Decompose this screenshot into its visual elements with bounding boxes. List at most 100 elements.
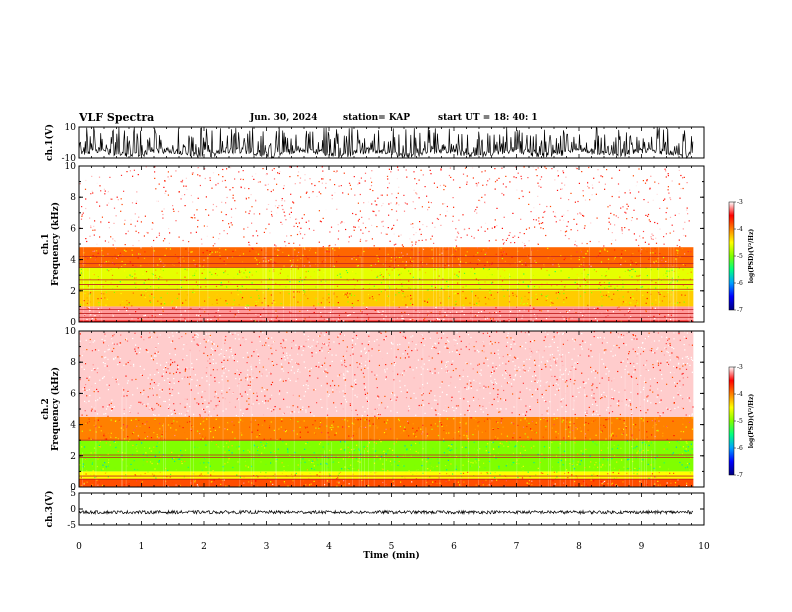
spectrogram-pixel — [319, 287, 321, 289]
spectrogram-pixel — [311, 460, 314, 462]
spectrogram-pixel — [556, 229, 558, 231]
spectrogram-pixel — [99, 446, 101, 448]
spectrogram-pixel — [486, 261, 488, 263]
spectrogram-pixel — [162, 431, 164, 433]
spectrogram-pixel — [184, 205, 186, 207]
spectrogram-pixel — [434, 286, 437, 289]
spectrogram-pixel — [326, 247, 328, 249]
spectrogram-pixel — [542, 436, 544, 438]
spectrogram-pixel — [343, 449, 346, 451]
spectrogram-pixel — [117, 236, 119, 238]
spectrogram-pixel — [528, 480, 531, 482]
spectrogram-pixel — [614, 455, 616, 457]
spectrogram-pixel — [204, 300, 206, 302]
spectrogram-pixel — [114, 245, 116, 247]
spectrogram-pixel — [180, 181, 182, 183]
spectrogram-pixel — [387, 253, 389, 255]
spectrogram-pixel — [371, 203, 373, 205]
spectrogram-pixel — [344, 446, 347, 448]
spectrogram-pixel — [404, 202, 406, 204]
spectrogram-pixel — [225, 249, 227, 251]
spectrogram-pixel — [216, 302, 218, 304]
spectrogram-pixel — [255, 305, 257, 307]
spectrogram-pixel — [624, 192, 626, 194]
spectrogram-pixel — [523, 243, 525, 245]
spectrogram-pixel — [356, 173, 358, 175]
spectrogram-pixel — [327, 443, 329, 445]
spectrogram-pixel — [520, 191, 522, 193]
spectrogram-pixel — [430, 312, 432, 314]
spectrogram-pixel — [89, 293, 91, 295]
spectrogram-pixel — [129, 211, 131, 213]
spectrogram-pixel — [453, 247, 456, 249]
spectrogram-pixel — [353, 278, 355, 280]
spectrogram-pixel — [658, 420, 660, 422]
spectrogram-pixel — [162, 454, 165, 456]
spectrogram-pixel — [387, 470, 389, 472]
spectrogram-pixel — [328, 473, 330, 475]
spectrogram-pixel — [447, 459, 449, 461]
spectrogram-pixel — [655, 287, 657, 289]
spectrogram-pixel — [131, 318, 133, 320]
spectrogram-pixel — [601, 295, 603, 298]
spectrogram-pixel — [494, 472, 496, 474]
spectrogram-pixel — [488, 460, 491, 463]
spectrogram-pixel — [512, 236, 514, 238]
spectrogram-pixel — [596, 177, 598, 179]
spectrogram-pixel — [634, 270, 636, 273]
spectrogram-pixel — [439, 254, 441, 256]
spectrogram-pixel — [557, 433, 559, 435]
spectrogram-band — [79, 320, 694, 322]
spectrogram-pixel — [172, 307, 174, 309]
spectrogram-pixel — [104, 472, 107, 474]
spectrogram-pixel — [618, 189, 620, 192]
spectrogram-pixel — [138, 308, 140, 310]
spectrogram-pixel — [333, 293, 335, 295]
spectrogram-pixel — [303, 247, 305, 249]
spectrogram-pixel — [554, 477, 557, 480]
spectrogram-pixel — [521, 297, 523, 299]
spectrogram-pixel — [182, 302, 184, 304]
spectrogram-pixel — [403, 170, 405, 172]
spectrogram-pixel — [381, 313, 383, 315]
spectrogram-pixel — [617, 485, 619, 487]
spectrogram-pixel — [444, 235, 446, 237]
spectrogram-pixel — [467, 247, 469, 249]
spectrogram-pixel — [250, 465, 253, 467]
spectrogram-pixel — [448, 297, 450, 299]
spectrogram-pixel — [689, 268, 692, 270]
spectrogram-pixel — [583, 424, 586, 426]
spectrogram-pixel — [154, 171, 156, 173]
spectrogram-pixel — [270, 258, 272, 261]
spectrogram-pixel — [516, 295, 518, 297]
spectrogram-pixel — [651, 303, 653, 305]
spectrogram-pixel — [658, 291, 660, 294]
spectrogram-pixel — [428, 201, 430, 203]
spectrogram-pixel — [144, 215, 146, 217]
spectrogram-pixel — [192, 166, 194, 168]
spectrogram-pixel — [646, 275, 648, 277]
spectrogram-pixel — [105, 261, 107, 263]
spectrogram-pixel — [469, 313, 471, 315]
spectrogram-pixel — [605, 191, 607, 193]
spectrogram-pixel — [441, 424, 443, 426]
spectrogram-pixel — [414, 192, 416, 194]
spectrogram-pixel — [646, 180, 648, 182]
spectrogram-pixel — [592, 441, 594, 443]
spectrogram-pixel — [83, 209, 85, 211]
spectrogram-pixel — [531, 480, 533, 482]
spectrogram-pixel — [458, 458, 460, 460]
spectrogram-pixel — [677, 227, 679, 229]
spectrogram-pixel — [167, 201, 170, 203]
spectrogram-pixel — [504, 452, 507, 454]
spectrogram-pixel — [203, 417, 205, 419]
spectrogram-pixel — [535, 219, 537, 221]
spectrogram-pixel — [239, 166, 241, 168]
spectrogram-pixel — [97, 252, 99, 254]
spectrogram-pixel — [93, 474, 95, 476]
spectrogram-pixel — [410, 471, 412, 473]
spectrogram-pixel — [654, 420, 656, 422]
spectrogram-pixel — [599, 428, 601, 430]
spectrogram-pixel — [94, 317, 97, 319]
spectrogram-pixel — [91, 227, 93, 229]
